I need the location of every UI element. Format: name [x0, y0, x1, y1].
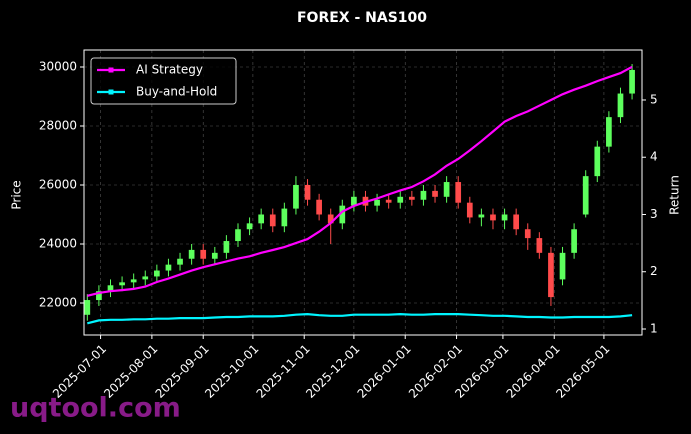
- legend-box: [90, 57, 237, 105]
- candle-body: [177, 258, 183, 265]
- candle-body: [374, 199, 380, 206]
- candle-body: [351, 196, 357, 206]
- candle-body: [548, 252, 554, 298]
- return-line: [87, 65, 633, 297]
- candle-body: [501, 214, 508, 221]
- candle-body: [188, 249, 195, 259]
- candle-body: [339, 205, 346, 224]
- y2-tick-label: 5: [650, 92, 658, 106]
- plot-frame: [83, 49, 643, 336]
- candle-body: [478, 214, 485, 218]
- candle-body: [559, 252, 566, 280]
- candle-body: [211, 252, 218, 259]
- candle-body: [536, 238, 543, 253]
- candle-body: [142, 276, 149, 280]
- candle-body: [420, 190, 427, 200]
- legend-label: Buy-and-Hold: [136, 85, 217, 99]
- y2-tick-label: 2: [650, 264, 658, 278]
- candle-body: [316, 199, 322, 215]
- candle-body: [582, 176, 589, 215]
- watermark: uqtool.com: [10, 393, 181, 424]
- candle-body: [606, 117, 612, 147]
- y2-tick-label: 3: [650, 207, 658, 221]
- chart-title: FOREX - NAS100: [297, 10, 427, 26]
- candle-body: [130, 279, 137, 283]
- candle-body: [524, 229, 531, 239]
- y-tick-label: 26000: [39, 177, 77, 191]
- candle-body: [235, 229, 241, 242]
- candle-body: [443, 182, 450, 197]
- candle-body: [119, 282, 125, 286]
- y2-tick-label: 1: [650, 321, 658, 335]
- candle-body: [466, 202, 473, 218]
- y2-axis-label: Return: [668, 175, 682, 215]
- candle-body: [408, 196, 415, 200]
- candle-body: [281, 208, 288, 227]
- candle-body: [84, 300, 91, 315]
- candle-body: [571, 229, 577, 253]
- candle-body: [258, 214, 265, 224]
- candle-body: [397, 196, 404, 203]
- legend-marker: [108, 89, 114, 95]
- candle-body: [200, 249, 207, 259]
- candle-body: [165, 264, 172, 271]
- y-axis-label: Price: [10, 180, 24, 209]
- candle-body: [455, 182, 462, 203]
- y-tick-label: 28000: [39, 118, 77, 132]
- candle-body: [594, 146, 601, 177]
- candle-body: [107, 285, 114, 292]
- x-tick-label: 2025-10-01: [202, 342, 261, 401]
- x-tick-label: 2026-05-01: [553, 342, 612, 401]
- candle-body: [617, 93, 624, 118]
- y-tick-label: 24000: [39, 236, 77, 250]
- candle-body: [154, 270, 160, 277]
- candle-body: [223, 241, 230, 253]
- candle-body: [513, 214, 520, 230]
- legend-marker: [108, 67, 114, 73]
- y-tick-label: 22000: [39, 295, 77, 309]
- candle-body: [432, 190, 438, 197]
- x-tick-label: 2025-12-01: [303, 342, 362, 401]
- candle-body: [629, 69, 635, 94]
- candle-body: [293, 184, 299, 209]
- candle-body: [304, 184, 311, 200]
- legend-label: AI Strategy: [136, 63, 203, 77]
- y-tick-label: 30000: [39, 59, 77, 73]
- y2-tick-label: 4: [650, 150, 658, 164]
- candle-body: [269, 214, 276, 227]
- candle-body: [327, 214, 334, 224]
- x-tick-label: 2026-01-01: [355, 342, 414, 401]
- candle-body: [246, 223, 253, 230]
- return-line: [87, 312, 633, 325]
- candle-body: [96, 291, 102, 301]
- candle-body: [490, 214, 496, 221]
- candle-body: [385, 199, 392, 203]
